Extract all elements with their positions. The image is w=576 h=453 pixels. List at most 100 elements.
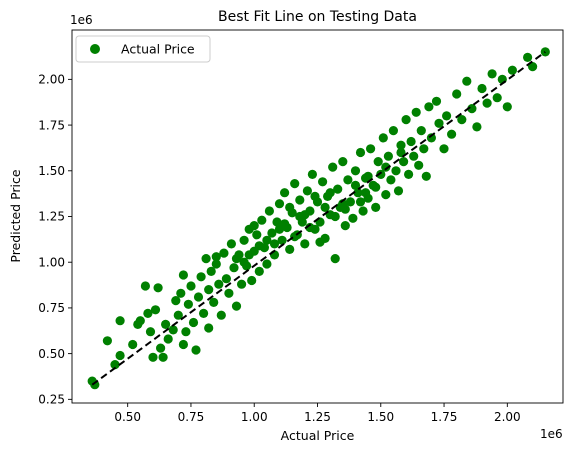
legend-box (75, 35, 211, 63)
data-point (156, 343, 166, 353)
data-point (262, 235, 272, 245)
data-point (239, 235, 249, 245)
data-point (431, 96, 442, 106)
data-point (300, 210, 310, 220)
data-point (272, 217, 282, 227)
data-point (439, 144, 449, 154)
data-point (442, 111, 452, 121)
data-point (350, 180, 361, 190)
data-point (90, 380, 100, 390)
data-point (140, 281, 150, 291)
x-tick-label: 1.25 (304, 410, 331, 424)
data-point (404, 169, 414, 179)
x-tick-label: 1.00 (241, 410, 268, 424)
y-offset-label: 1e6 (70, 13, 93, 27)
data-point (434, 118, 444, 128)
data-point (148, 352, 158, 362)
data-point (181, 327, 191, 337)
data-point (193, 292, 204, 302)
data-point (330, 254, 340, 264)
data-point (371, 202, 381, 212)
data-point (257, 215, 267, 225)
data-point (277, 235, 287, 245)
data-point (285, 244, 295, 254)
data-point (302, 186, 312, 196)
data-point (396, 147, 406, 158)
data-point (143, 308, 153, 318)
data-point (254, 241, 264, 251)
data-point (358, 206, 368, 216)
data-point (426, 133, 436, 143)
data-point (388, 126, 398, 136)
data-point (355, 197, 366, 207)
data-point (254, 266, 264, 276)
data-point (399, 157, 409, 167)
data-point (145, 327, 156, 337)
data-point (224, 288, 234, 298)
data-point (244, 250, 254, 260)
data-point (163, 334, 173, 344)
y-tick-label: 2.00 (38, 73, 65, 87)
data-point (472, 122, 482, 132)
y-tick-label: 0.25 (38, 393, 65, 407)
y-tick-label: 0.50 (38, 347, 65, 361)
data-point (214, 279, 224, 289)
data-point (386, 175, 396, 185)
data-point (482, 98, 492, 108)
data-point (264, 206, 274, 216)
data-point (318, 177, 328, 187)
data-point (110, 360, 120, 370)
data-point (237, 279, 247, 289)
x-axis-title: Actual Price (281, 428, 355, 443)
best-fit-line (91, 51, 546, 386)
data-point (158, 352, 168, 362)
data-point (492, 93, 502, 103)
data-point (424, 102, 434, 112)
data-point (381, 190, 391, 200)
data-point (373, 157, 383, 167)
data-point (209, 297, 219, 307)
y-tick-label: 1.75 (38, 118, 65, 132)
data-point (290, 179, 300, 189)
data-point (269, 239, 280, 249)
data-point (340, 221, 350, 231)
data-point (285, 202, 295, 212)
data-point (307, 169, 317, 179)
data-point (178, 339, 188, 350)
data-point (487, 69, 497, 79)
data-point (540, 47, 550, 57)
x-axis-ticks: 0.50 0.75 1.00 1.25 1.50 1.75 2.00 (114, 403, 521, 424)
data-point (320, 202, 330, 212)
data-point (348, 213, 358, 223)
data-point (295, 195, 305, 205)
data-point (421, 171, 431, 181)
data-point (204, 323, 214, 333)
data-point (128, 339, 138, 350)
data-point (150, 305, 161, 315)
data-point (196, 272, 206, 282)
data-point (211, 252, 221, 262)
data-point (247, 275, 257, 286)
data-point (305, 222, 315, 233)
data-point (391, 166, 401, 176)
data-point (338, 157, 348, 167)
data-point (350, 166, 361, 176)
data-point (419, 144, 429, 154)
data-point (135, 316, 145, 326)
data-point (414, 160, 424, 170)
data-point (102, 336, 112, 346)
data-point (300, 239, 310, 249)
data-point (393, 186, 404, 196)
data-point (231, 254, 242, 264)
data-point (462, 76, 472, 86)
data-point (115, 316, 125, 326)
y-tick-label: 1.25 (38, 210, 65, 224)
data-point (401, 115, 411, 125)
chart-title: Best Fit Line on Testing Data (218, 9, 417, 25)
data-point (231, 301, 242, 311)
data-point (161, 319, 171, 329)
data-point (168, 325, 178, 335)
data-point (216, 310, 226, 320)
data-point (361, 188, 371, 198)
